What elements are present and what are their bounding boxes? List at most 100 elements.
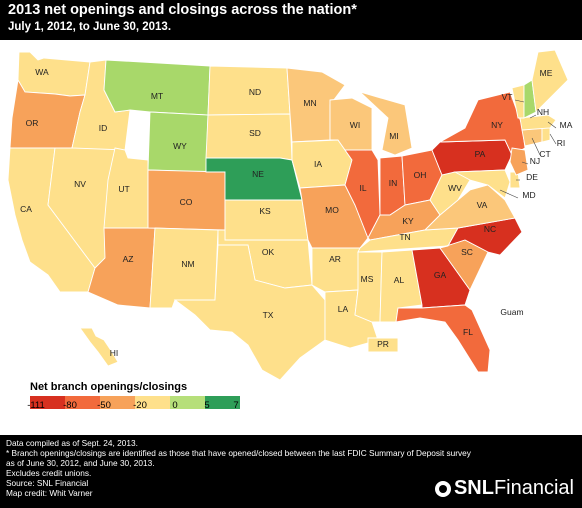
leader-md (499, 189, 519, 199)
state-label-nj: NJ (530, 156, 540, 166)
leader-vt (514, 99, 525, 103)
state-label-ne: NE (252, 169, 264, 179)
state-label-ut: UT (118, 184, 129, 194)
state-label-va: VA (477, 200, 488, 210)
legend-tick-label: 7 (233, 400, 239, 411)
state-label-fl: FL (463, 327, 473, 337)
state-label-tx: TX (263, 310, 274, 320)
state-label-wa: WA (35, 67, 49, 77)
state-me (531, 49, 569, 113)
us-map: WA OR CA NV ID MT WY UT AZ CO NM ND SD NE KS OK TX MN IA MO… (7, 49, 573, 380)
state-label-ma: MA (560, 120, 573, 130)
state-tx (173, 244, 326, 380)
state-label-mt: MT (151, 91, 163, 101)
legend-swatch (30, 396, 65, 409)
state-label-ca: CA (20, 204, 32, 214)
territory-pr (367, 337, 399, 353)
state-label-mn: MN (303, 98, 316, 108)
state-wa (17, 51, 91, 97)
state-label-ia: IA (314, 159, 322, 169)
snl-logo-icon (434, 480, 451, 497)
footer-line-date: Data compiled as of Sept. 24, 2013. (6, 438, 138, 448)
state-label-az: AZ (123, 254, 134, 264)
map-title: 2013 net openings and closings across th… (8, 2, 357, 18)
leader-nh (529, 114, 537, 119)
state-label-nv: NV (74, 179, 86, 189)
state-label-nc: NC (484, 224, 496, 234)
state-label-mo: MO (325, 205, 339, 215)
legend-ticks: -111 -80 -50 -20 0 5 7 (0, 400, 260, 414)
state-ms (354, 251, 383, 323)
state-ct (521, 127, 543, 147)
leader-nj (521, 161, 529, 165)
state-hi (79, 327, 119, 367)
footer-notes: Data compiled as of Sept. 24, 2013. * Br… (0, 435, 582, 508)
state-label-ri: RI (557, 138, 566, 148)
leader-ma (547, 121, 557, 129)
footer-line-excludes: Excludes credit unions. (6, 468, 92, 478)
legend-swatch (205, 396, 240, 409)
state-label-wy: WY (173, 141, 187, 151)
legend-tick-label: -80 (63, 400, 77, 411)
state-label-wv: WV (448, 183, 462, 193)
legend-swatch (170, 396, 205, 409)
state-label-wi: WI (350, 120, 360, 130)
state-label-la: LA (338, 304, 349, 314)
leader-ct (531, 137, 541, 156)
state-label-guam: Guam (500, 307, 523, 317)
state-label-ms: MS (361, 274, 374, 284)
footer-line-range: as of June 30, 2012, and June 30, 2013. (6, 458, 155, 468)
state-label-ky: KY (402, 216, 414, 226)
legend-color-bar (30, 396, 240, 409)
state-label-in: IN (389, 178, 398, 188)
state-ma (519, 114, 557, 131)
state-label-co: CO (180, 197, 193, 207)
state-label-ct: CT (539, 149, 550, 159)
footer-line-note: * Branch openings/closings are identifie… (6, 448, 471, 458)
state-label-id: ID (99, 123, 108, 133)
state-mi (359, 91, 413, 156)
state-label-pa: PA (475, 149, 486, 159)
footer-line-source: Source: SNL Financial (6, 478, 89, 488)
state-label-ga: GA (434, 270, 447, 280)
state-label-mi: MI (389, 131, 398, 141)
state-label-pr: PR (377, 339, 389, 349)
state-label-ok: OK (262, 247, 275, 257)
state-nj (509, 147, 529, 176)
state-label-oh: OH (414, 170, 427, 180)
state-label-vt: VT (502, 92, 513, 102)
state-mt (103, 59, 211, 116)
legend-swatch (65, 396, 100, 409)
state-label-il: IL (359, 183, 366, 193)
state-label-tn: TN (399, 232, 410, 242)
state-label-ar: AR (329, 254, 341, 264)
state-fl (395, 304, 491, 373)
state-label-me: ME (540, 68, 553, 78)
leader-ri (549, 133, 557, 145)
state-label-hi: HI (110, 348, 119, 358)
legend-tick-label: -111 (27, 400, 45, 411)
map-subtitle: July 1, 2012, to June 30, 2013. (8, 21, 172, 33)
legend-tick-label: -50 (97, 400, 111, 411)
state-label-sc: SC (461, 247, 473, 257)
state-label-nd: ND (249, 87, 261, 97)
header-bar: 2013 net openings and closings across th… (0, 0, 582, 40)
state-label-nm: NM (181, 259, 194, 269)
legend-swatch (135, 396, 170, 409)
state-label-md: MD (522, 190, 535, 200)
legend-tick-label: 0 (172, 400, 178, 411)
legend-tick-label: 5 (204, 400, 210, 411)
state-label-nh: NH (537, 107, 549, 117)
state-label-de: DE (526, 172, 538, 182)
state-label-al: AL (394, 275, 405, 285)
state-label-ks: KS (259, 206, 271, 216)
legend-swatch (100, 396, 135, 409)
state-label-or: OR (26, 118, 39, 128)
state-ri (541, 127, 551, 143)
state-label-sd: SD (249, 128, 261, 138)
footer-line-credit: Map credit: Whit Varner (6, 488, 93, 498)
snl-financial-logo: SNLFinancial (434, 477, 574, 500)
legend-title: Net branch openings/closings (30, 381, 188, 393)
legend-tick-label: -20 (133, 400, 147, 411)
